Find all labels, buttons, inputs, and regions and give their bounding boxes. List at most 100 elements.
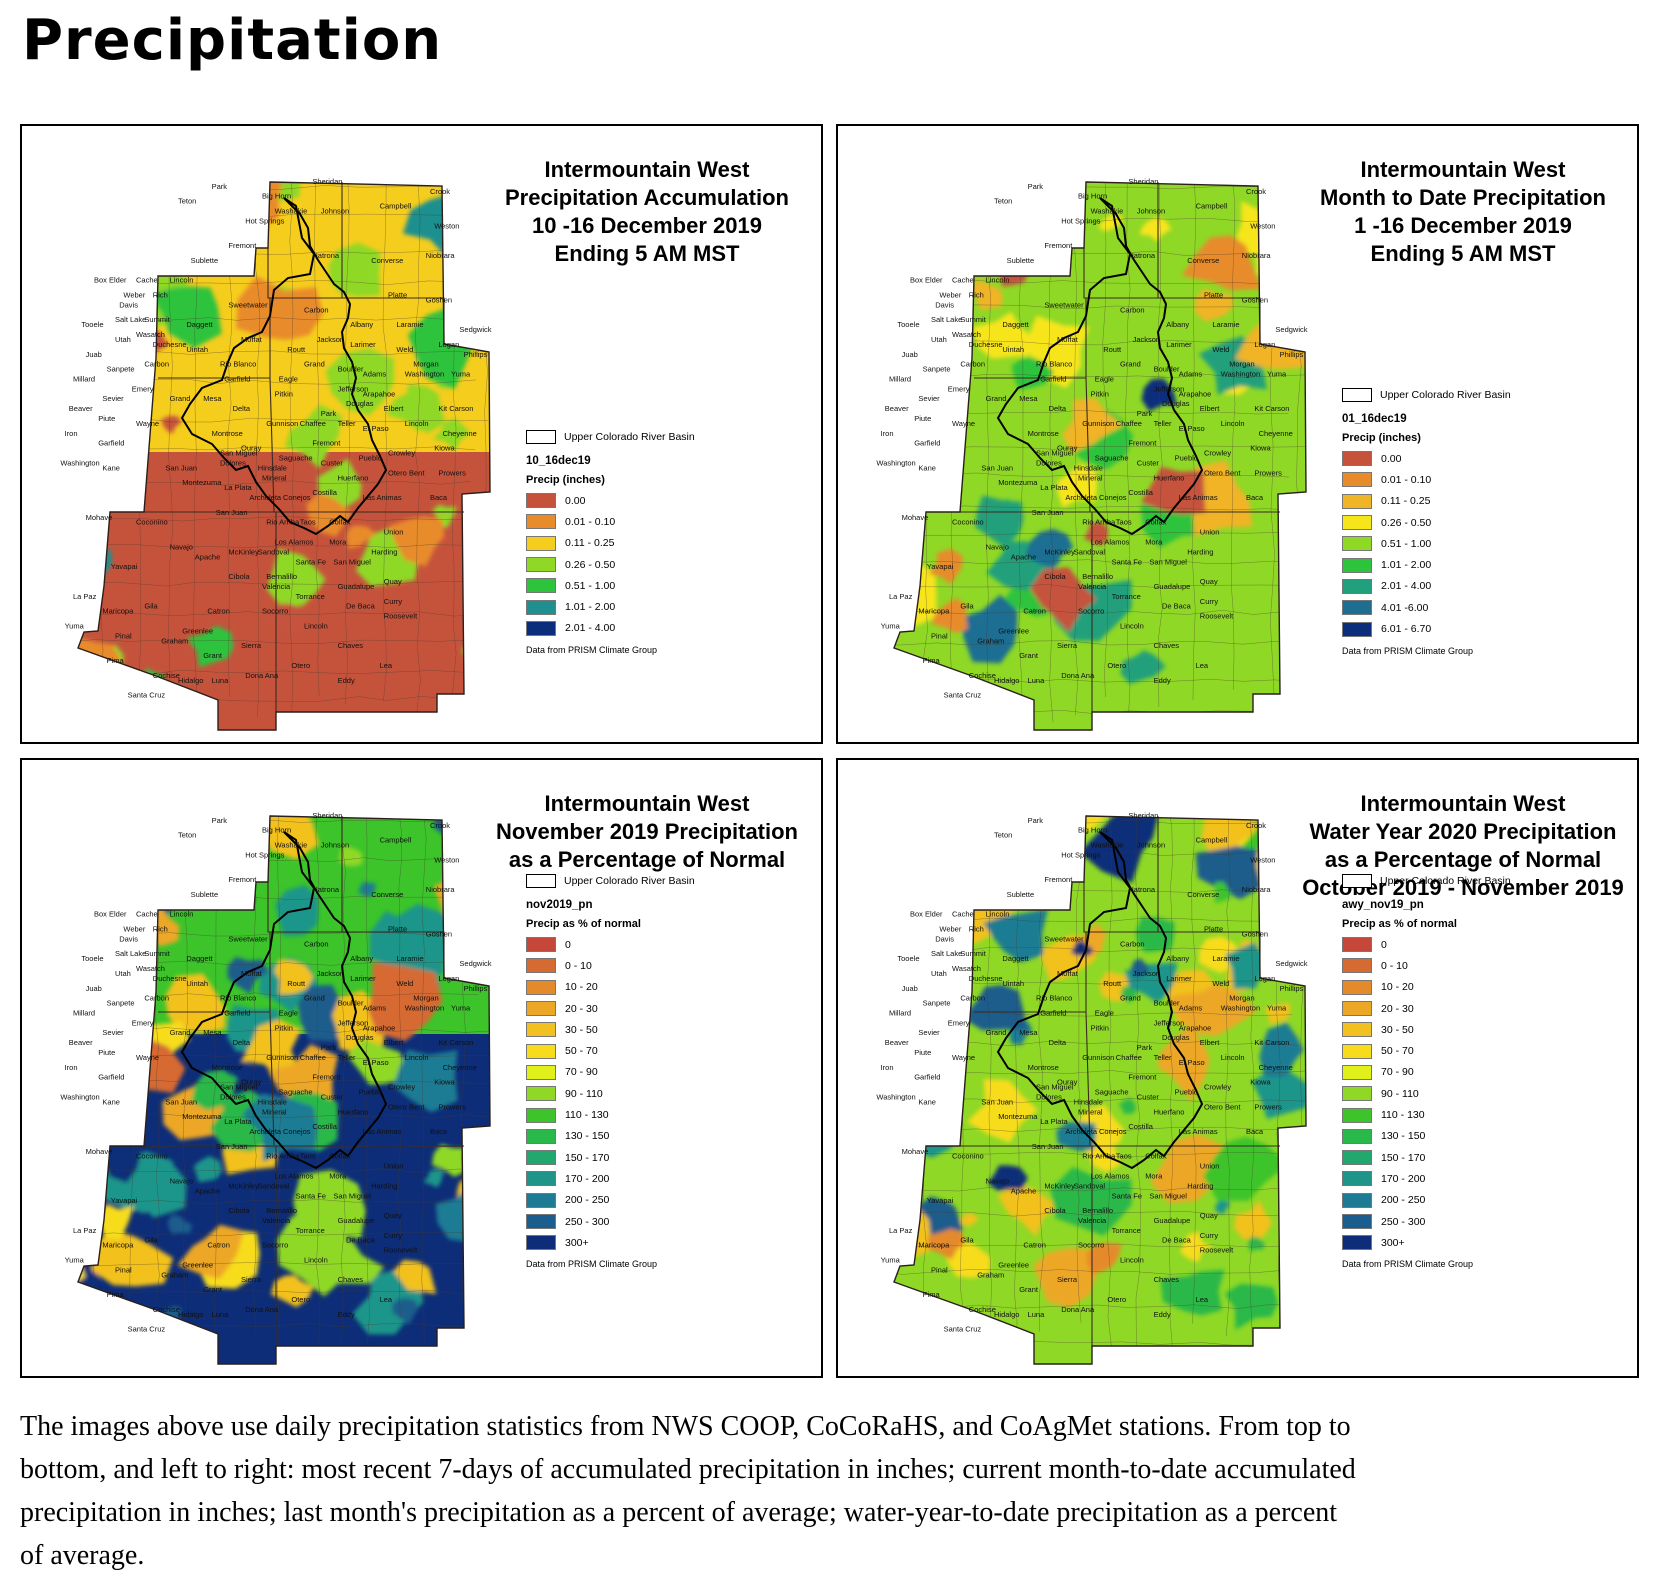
county-label: Gila [144,1236,158,1245]
raster-patch [368,962,443,1042]
legend-bin: 10 - 20 [526,977,786,998]
county-label: Douglas [1162,399,1190,408]
county-label: Greenlee [998,626,1029,635]
region-outline [77,181,491,731]
basin-label: Upper Colorado River Basin [564,875,695,887]
county-label: Rio Blanco [1036,994,1072,1003]
legend-bin: 0 - 10 [526,955,786,976]
county-label: Crowley [1204,1083,1231,1092]
legend-bin-label: 0.01 - 0.10 [565,515,616,528]
legend-swatch [526,493,556,509]
county-label: Albany [350,320,373,329]
legend-bin: 200 - 250 [526,1190,786,1211]
county-label: Luna [212,1310,230,1319]
county-label: Prowers [438,1102,466,1111]
county-label: Coconino [952,1152,984,1161]
county-label: Pitkin [1091,1023,1109,1032]
county-label: La Paz [889,1226,913,1235]
county-label: Daggett [1002,320,1029,329]
legend-bin-label: 110 - 130 [565,1109,609,1122]
raster-patch [1087,1243,1122,1275]
county-label: Sedgwick [1275,959,1307,968]
county-label: Sedgwick [1275,325,1307,334]
county-label: Rio Blanco [1036,360,1072,369]
legend-bin: 250 - 300 [526,1211,786,1232]
county-label: Niobrara [1242,885,1272,894]
legend-bin: 30 - 50 [1342,1019,1602,1040]
county-label: Johnson [321,207,349,216]
raster-patch [917,1196,963,1236]
county-label: Chaves [338,1275,364,1284]
county-label: Navajo [170,542,193,551]
legend-bin: 1.01 - 2.00 [1342,554,1602,575]
map-title-line: Intermountain West [1360,791,1566,816]
county-label: Los Alamos [1091,538,1130,547]
county-label: Elbert [1200,404,1221,413]
legend-swatch [1342,621,1372,637]
legend-bin-label: 170 - 200 [1381,1172,1426,1185]
legend-bin: 250 - 300 [1342,1211,1602,1232]
county-label: Las Animas [1179,1127,1218,1136]
county-label: San Juan [216,1142,248,1151]
legend-unit-label: Precip as % of normal [526,918,641,930]
county-label: Davis [119,300,138,309]
county-label: Washington [1221,370,1260,379]
legend-bin: 50 - 70 [526,1040,786,1061]
county-label: Cochise [153,671,180,680]
county-label: Washington [60,459,99,468]
county-label: Uintah [1002,979,1024,988]
county-label: Santa Cruz [944,1325,982,1334]
county-label: Elbert [384,404,405,413]
legend-bin-label: 2.01 - 4.00 [1381,580,1432,593]
county-label: Ouray [1057,1078,1078,1087]
legend-bin-label: 30 - 50 [1381,1023,1414,1036]
county-label: Lea [380,661,393,670]
county-label: Lincoln [1120,622,1144,631]
county-label: Bernalillo [1082,1206,1113,1215]
county-label: Piute [914,1048,931,1057]
county-label: Goshen [426,929,452,938]
county-label: Yavapai [111,1196,138,1205]
county-label: Mineral [1078,473,1103,482]
county-label: Sandoval [1074,1181,1106,1190]
raster-patch [1062,397,1124,454]
county-label: Kit Carson [1254,404,1289,413]
county-label: Lincoln [405,419,429,428]
county-label: Jackson [1133,969,1161,978]
county-label: Socorro [262,1241,288,1250]
county-label: La Paz [73,592,97,601]
data-credit: Data from PRISM Climate Group [1342,645,1474,656]
county-label: Curry [1200,1231,1219,1240]
county-label: San Miguel [333,1191,371,1200]
raster-patch [232,1060,254,1081]
county-label: Salt Lake [115,315,146,324]
legend-basin-row: Upper Colorado River Basin [1342,872,1602,890]
county-label: Yavapai [927,1196,954,1205]
county-label: Arapahoe [1179,1023,1212,1032]
county-label: Delta [233,1038,251,1047]
county-label: Hidalgo [178,676,203,685]
legend-unit-label: Precip as % of normal [1342,918,1457,930]
legend-bin: 70 - 90 [1342,1062,1602,1083]
county-label: San Miguel [333,557,371,566]
county-label: Laramie [396,954,423,963]
county-label: Washington [405,370,444,379]
county-label: Boulder [1154,365,1180,374]
county-label: Summit [144,315,170,324]
legend-swatch [1342,493,1372,509]
county-label: Chaves [1154,1275,1180,1284]
legend-swatch [1342,557,1372,573]
county-label: Catron [207,607,230,616]
county-label: Yuma [881,1256,901,1265]
county-label: Hidalgo [994,676,1019,685]
legend-swatch [1342,937,1372,953]
county-label: Montrose [1028,1063,1059,1072]
upper-colorado-basin-outline [996,197,1204,536]
county-label: Gunnison [1082,1053,1114,1062]
county-label: Curry [1200,597,1219,606]
county-label: Archuleta [249,493,282,502]
county-label: Iron [65,429,78,438]
county-label: Weld [396,345,413,354]
legend-swatch [1342,979,1372,995]
county-label: Summit [960,949,986,958]
